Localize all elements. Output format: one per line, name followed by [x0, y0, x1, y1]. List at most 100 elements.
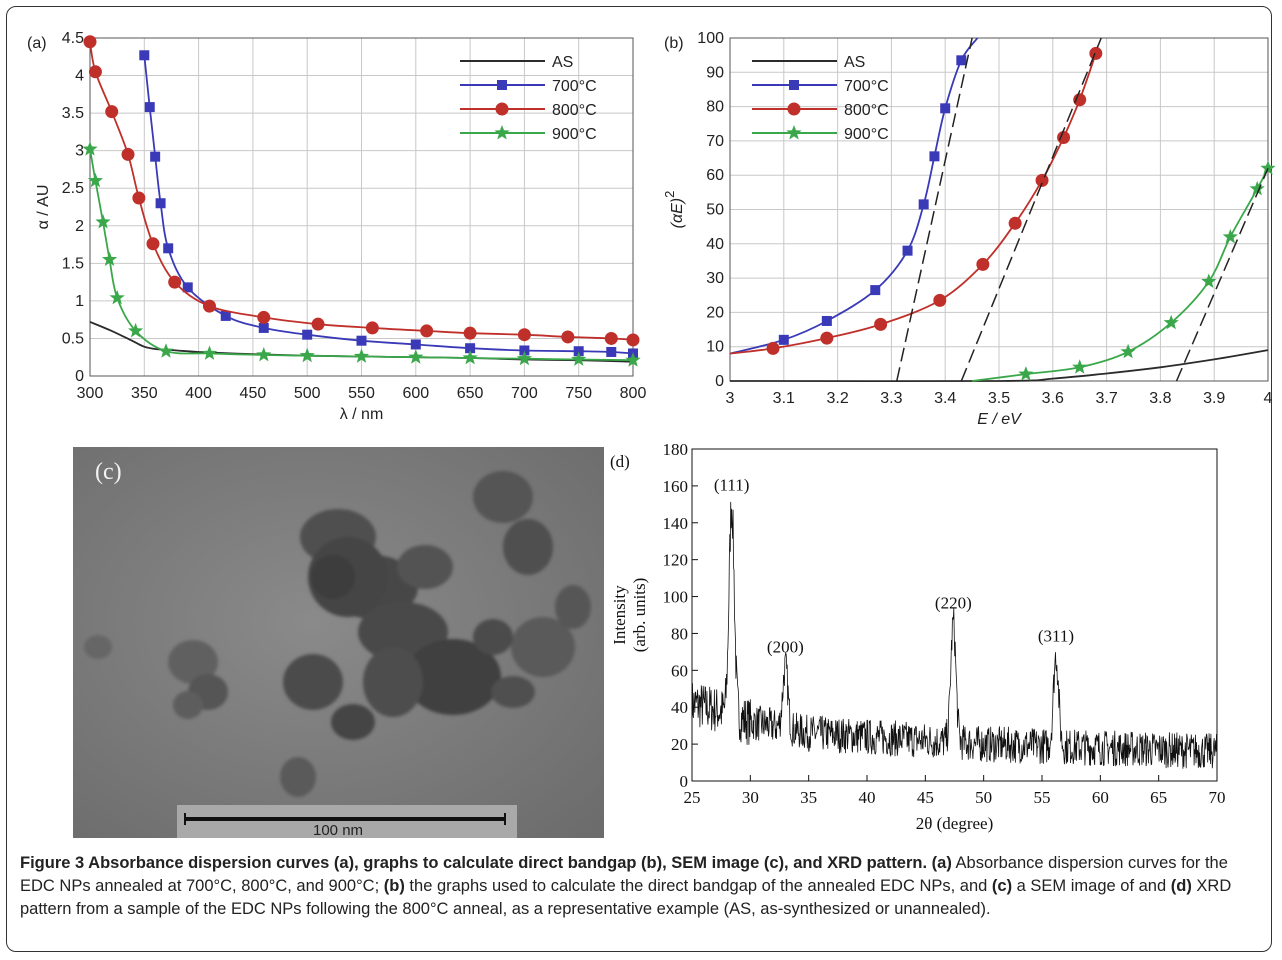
x-tick-label: 350: [131, 385, 158, 402]
tangent-line: [1175, 168, 1269, 382]
data-point: [604, 331, 618, 345]
y-tick-label: 1: [75, 293, 84, 310]
panel-d-chart: 25 30 35 40 45 50 55 60 65 70 0 20 40 60 80 100 120 140 16…: [610, 440, 1226, 833]
tangent-line: [896, 37, 973, 382]
data-point: [1249, 180, 1265, 196]
y-axis-label-2: (arb. units): [630, 578, 649, 653]
legend-marker: [787, 102, 801, 116]
x-tick-label: 650: [457, 385, 484, 402]
y-tick-label: 60: [671, 661, 688, 680]
y-tick-label: 160: [663, 477, 689, 496]
data-point: [257, 310, 271, 324]
data-point: [561, 330, 575, 344]
x-tick-label: 65: [1150, 788, 1167, 807]
x-tick-label: 450: [240, 385, 267, 402]
data-point: [517, 328, 531, 342]
y-tick-label: 3: [75, 143, 84, 160]
data-point: [465, 343, 476, 354]
sem-image: (c) 100 nm: [73, 447, 604, 838]
data-point: [519, 345, 530, 356]
legend-marker: [789, 80, 799, 90]
x-tick-label: 3.5: [988, 390, 1010, 407]
legend-label: 900°C: [844, 126, 889, 143]
data-point: [299, 347, 315, 363]
y-axis-label-1: Intensity: [610, 585, 629, 645]
x-tick-label: 300: [77, 385, 104, 402]
data-point: [87, 172, 103, 188]
peak-label: (220): [935, 593, 972, 612]
y-tick-label: 100: [697, 30, 724, 47]
data-point: [158, 343, 174, 358]
scalebar-label: 100 nm: [313, 822, 364, 838]
sem-particles: [73, 447, 604, 838]
data-point: [976, 257, 990, 271]
x-tick-label: 500: [294, 385, 321, 402]
data-point: [956, 55, 967, 66]
x-tick-label: 3.2: [826, 390, 848, 407]
panel-b-label: (b): [664, 35, 684, 52]
data-point: [410, 339, 421, 350]
y-tick-label: 50: [706, 202, 724, 219]
y-tick-label: 1.5: [62, 255, 84, 272]
data-point: [918, 199, 929, 210]
data-point: [132, 191, 146, 205]
y-tick-label: 0: [715, 373, 724, 390]
x-axis-label: λ / nm: [340, 406, 384, 423]
x-tick-label: 3.1: [773, 390, 795, 407]
data-point: [1018, 366, 1034, 381]
data-point: [182, 282, 193, 293]
x-tick-label: 400: [185, 385, 212, 402]
caption-d-label: (d): [1170, 877, 1192, 895]
panel-a-chart: 300 350 400 450 500 550 600 650 700 750 800 0 0.5 1 1.…: [27, 30, 646, 423]
panel-a-label: (a): [27, 35, 47, 52]
y-tick-label: 40: [706, 236, 724, 253]
caption-b-label: (b): [383, 877, 405, 895]
y-tick-label: 0.5: [62, 330, 84, 347]
data-point: [902, 245, 913, 256]
data-point: [940, 103, 951, 114]
y-tick-label: 90: [706, 64, 724, 81]
y-tick-label: 60: [706, 167, 724, 184]
legend-label: 800°C: [552, 102, 597, 119]
data-point: [202, 299, 216, 313]
xrd-pattern-line: [691, 501, 1217, 769]
legend-marker: [786, 125, 802, 140]
series-line-0: [729, 349, 1269, 383]
x-tick-label: 3.4: [934, 390, 956, 407]
y-tick-label: 140: [663, 514, 689, 533]
data-point: [150, 151, 161, 162]
data-point: [146, 237, 160, 251]
series-line-1: [729, 37, 979, 355]
series-line-1: [143, 55, 634, 355]
y-tick-label: 20: [671, 735, 688, 754]
data-point: [109, 289, 125, 305]
y-tick-label: 10: [706, 339, 724, 356]
data-point: [82, 141, 98, 156]
tangent-line: [960, 37, 1102, 382]
y-tick-label: 0: [75, 368, 84, 385]
data-point: [626, 333, 640, 347]
data-point: [121, 147, 135, 161]
data-point: [1163, 314, 1179, 330]
data-point: [105, 105, 119, 119]
legend-label: 800°C: [844, 102, 889, 119]
data-point: [820, 331, 834, 345]
x-tick-label: 60: [1092, 788, 1109, 807]
x-tick-label: 30: [742, 788, 759, 807]
data-point: [101, 251, 118, 266]
x-tick-label: 3.8: [1149, 390, 1171, 407]
data-point: [95, 214, 111, 229]
data-point: [220, 310, 231, 321]
x-axis-label: 2θ (degree): [916, 814, 994, 833]
data-point: [155, 198, 166, 209]
x-tick-label: 55: [1034, 788, 1051, 807]
y-tick-label: 0: [680, 772, 689, 791]
x-tick-label: 35: [800, 788, 817, 807]
data-point: [1120, 343, 1136, 359]
x-tick-label: 4: [1264, 390, 1273, 407]
x-tick-label: 750: [565, 385, 592, 402]
peak-label: (311): [1038, 627, 1074, 646]
peak-label: (111): [714, 475, 750, 494]
y-tick-label: 80: [706, 99, 724, 116]
y-tick-label: 4: [75, 68, 84, 85]
